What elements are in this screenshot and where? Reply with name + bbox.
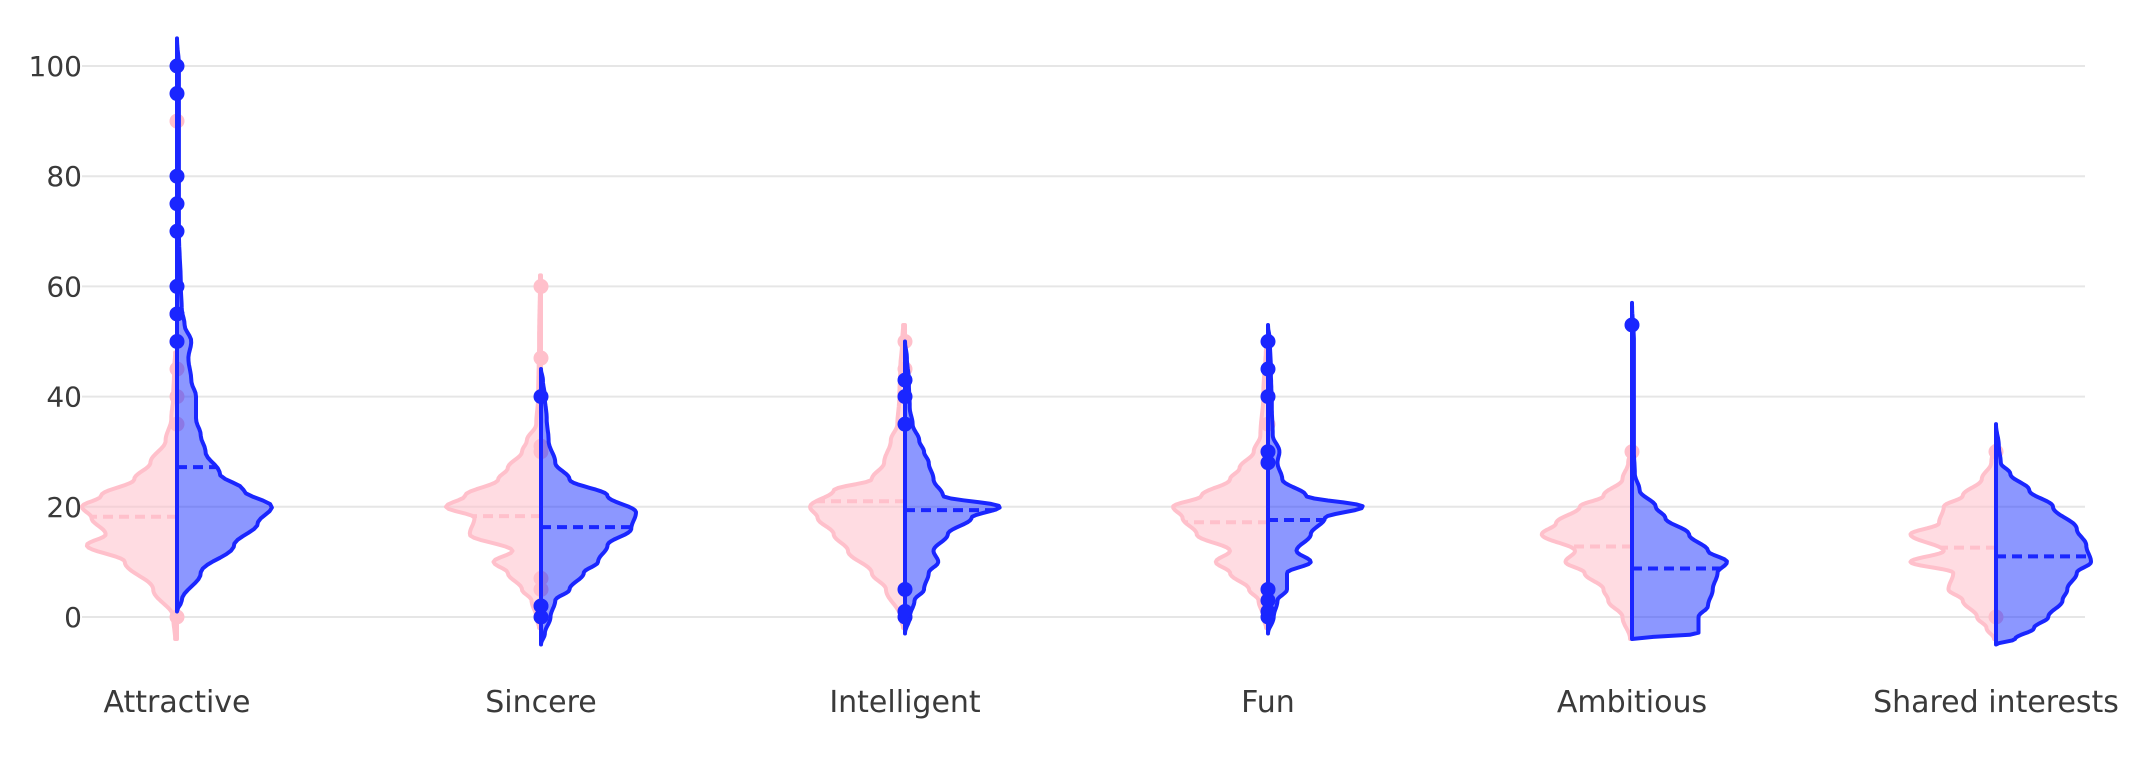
violin-body: [80, 350, 179, 642]
outlier-point: [897, 581, 913, 597]
violin-left-3: [1171, 339, 1276, 631]
y-tick-label: 100: [29, 50, 82, 83]
violin-right-3: [1260, 322, 1365, 636]
violin-body: [1630, 300, 1729, 642]
violin-body: [1539, 449, 1634, 642]
violin-right-1: [533, 367, 638, 647]
outlier-point: [533, 598, 549, 614]
outlier-point: [1260, 389, 1276, 405]
violin-body: [1908, 444, 1998, 642]
category-label: Attractive: [103, 685, 250, 720]
category-label: Sincere: [485, 685, 596, 720]
violin-body: [444, 273, 543, 631]
outlier-point: [169, 278, 185, 294]
outlier-point: [169, 196, 185, 212]
category-label: Fun: [1241, 685, 1295, 720]
violin-left-2: [808, 322, 913, 631]
grid-layer: [82, 65, 2085, 618]
outlier-point: [1260, 361, 1276, 377]
category-label: Ambitious: [1557, 685, 1707, 720]
violin-body: [1994, 422, 2093, 647]
violin-body: [808, 322, 907, 631]
outlier-point: [169, 58, 185, 74]
y-tick-label: 60: [46, 270, 82, 303]
outlier-point: [169, 334, 185, 349]
outlier-point: [1624, 317, 1640, 333]
outlier-point: [533, 350, 549, 366]
outlier-point: [1260, 581, 1276, 597]
outlier-point: [1260, 444, 1276, 460]
outlier-point: [897, 389, 913, 405]
outlier-point: [533, 278, 549, 294]
y-tick-label: 20: [46, 491, 82, 524]
violin-left-1: [444, 273, 549, 631]
violin-left-5: [1908, 444, 2004, 642]
violin-body: [539, 367, 638, 647]
violin-right-4: [1624, 300, 1729, 642]
violin-left-0: [80, 113, 185, 642]
outlier-point: [1260, 334, 1276, 349]
violin-body: [1266, 322, 1365, 636]
y-axis-ticks: 0 20 40 60 80 100: [29, 50, 82, 634]
x-axis-labels: Attractive Sincere Intelligent Fun Ambitious…: [103, 685, 2118, 720]
violin-right-0: [169, 36, 274, 614]
outlier-point: [169, 168, 185, 184]
violin-body: [903, 339, 1002, 636]
y-tick-label: 40: [46, 381, 82, 414]
outlier-point: [169, 86, 185, 102]
violin-body: [175, 36, 274, 614]
category-label: Shared interests: [1873, 685, 2119, 720]
violin-left-4: [1539, 444, 1640, 642]
y-tick-label: 0: [64, 601, 82, 634]
violin-right-5: [1994, 422, 2093, 647]
outlier-point: [169, 306, 185, 322]
y-tick-label: 80: [46, 160, 82, 193]
violin-right-2: [897, 339, 1002, 636]
outlier-point: [169, 223, 185, 239]
category-label: Intelligent: [829, 685, 981, 720]
violin-layer: [80, 36, 2093, 647]
outlier-point: [897, 372, 913, 388]
outlier-point: [897, 416, 913, 432]
violin-body: [1171, 339, 1270, 631]
outlier-point: [533, 389, 549, 405]
outlier-point: [897, 603, 913, 619]
